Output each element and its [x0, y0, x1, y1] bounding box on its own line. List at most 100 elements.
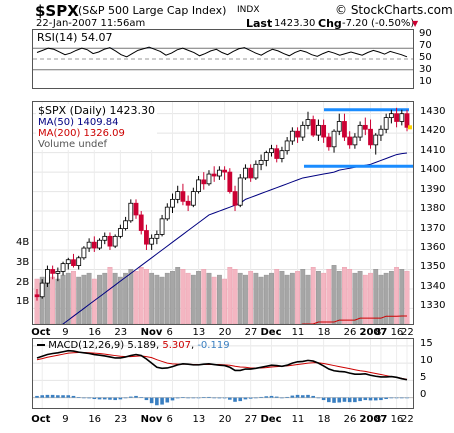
- macd-legend: MACD(12,26,9) 5.189, 5.307, -0.119: [37, 340, 230, 351]
- volume-tick-4b: 4B: [16, 237, 30, 248]
- macd-histogram-bar: [290, 395, 295, 398]
- volume-bar: [295, 270, 300, 324]
- candle-up: [149, 237, 155, 245]
- down-arrow-icon: ▼: [412, 19, 419, 28]
- macd-histogram-bar: [269, 395, 274, 398]
- chart-index-name: (S&P 500 Large Cap Index): [78, 4, 227, 17]
- ma50-legend: MA(50) 1409.84: [38, 117, 119, 128]
- volume-bar: [71, 270, 76, 324]
- macd-xtick-27: 27: [244, 414, 258, 425]
- volume-bar: [269, 272, 274, 324]
- macd-tick-5: 5: [420, 372, 427, 383]
- macd-histogram-bar: [347, 397, 352, 403]
- macd-histogram-bar: [149, 397, 154, 404]
- macd-panel: MACD(12,26,9) 5.189, 5.307, -0.119: [32, 338, 414, 409]
- macd-histogram-bar: [384, 397, 388, 400]
- candle-down: [274, 148, 280, 159]
- macd-histogram-bar: [82, 397, 86, 399]
- volume-bar: [368, 272, 373, 324]
- macd-histogram-bar: [295, 394, 300, 398]
- candle-up: [81, 247, 87, 259]
- macd-xtick-Oct: Oct: [31, 414, 51, 425]
- candle-up: [300, 124, 306, 138]
- macd-histogram-bar: [56, 395, 60, 398]
- volume-bar: [316, 270, 321, 324]
- macd-histogram-bar: [50, 394, 55, 398]
- candle-up: [123, 220, 128, 229]
- macd-histogram-bar: [170, 397, 175, 401]
- volume-bar: [300, 269, 306, 324]
- candle-up: [279, 150, 285, 159]
- volume-bar: [112, 272, 118, 324]
- volume-bar: [97, 274, 102, 324]
- ma200-legend: MA(200) 1326.09: [38, 128, 125, 139]
- candle-up: [216, 169, 222, 177]
- price-xtick-11: 11: [291, 327, 305, 338]
- macd-xtick-Dec: Dec: [260, 414, 282, 425]
- volume-bar: [310, 267, 316, 324]
- volume-bar: [326, 269, 332, 324]
- volume-bar: [232, 269, 238, 324]
- candle-up: [164, 206, 170, 220]
- price-tick-1390: 1390: [420, 183, 446, 195]
- candle-up: [383, 117, 389, 130]
- chg-label: Chg: [318, 17, 342, 30]
- candle-down: [342, 121, 347, 138]
- macd-tick-15: 15: [420, 338, 433, 349]
- macd-histogram-bar: [368, 397, 373, 401]
- candle-up: [128, 202, 134, 222]
- candle-down: [71, 259, 76, 266]
- macd-xtick-8: 8: [374, 414, 382, 425]
- price-tick-1370: 1370: [420, 222, 446, 234]
- macd-xtick-26: 26: [343, 414, 357, 425]
- volume-bar: [248, 270, 254, 324]
- candle-down: [404, 113, 410, 128]
- price-tick-1430: 1430: [420, 105, 446, 117]
- macd-xtick-18: 18: [317, 414, 331, 425]
- candle-up: [39, 282, 45, 298]
- candle-down: [107, 235, 113, 247]
- volume-bar: [352, 272, 358, 324]
- macd-histogram-bar: [342, 397, 347, 402]
- volume-bar: [76, 276, 82, 324]
- macd-histogram-bar: [337, 397, 342, 403]
- candle-up: [336, 121, 342, 132]
- macd-histogram-bar: [321, 397, 326, 401]
- macd-histogram-bar: [87, 397, 91, 399]
- volume-bar: [263, 274, 269, 324]
- price-xtick-27: 27: [244, 327, 258, 338]
- price-xtick-Dec: Dec: [260, 327, 282, 338]
- volume-legend: Volume undef: [38, 139, 108, 150]
- price-xtick-23: 23: [114, 327, 128, 338]
- macd-histogram-bar: [45, 394, 50, 398]
- rsi-line: [36, 46, 408, 58]
- volume-bar: [60, 274, 66, 324]
- rsi-tick-90: 90: [419, 28, 432, 39]
- price-plot: [33, 102, 413, 324]
- price-xtick-13: 13: [192, 327, 206, 338]
- macd-histogram-bar: [243, 397, 248, 400]
- macd-histogram-bar: [306, 394, 310, 398]
- macd-histogram-bar: [228, 397, 232, 400]
- candle-up: [65, 259, 71, 265]
- macd-histogram-bar: [61, 395, 65, 398]
- candle-down: [133, 202, 139, 216]
- macd-histogram-bar: [113, 397, 117, 401]
- candle-down: [326, 136, 332, 148]
- macd-histogram-bar: [363, 397, 368, 401]
- candle-up: [399, 113, 405, 122]
- macd-legend-name: MACD(12,26,9): [48, 340, 125, 351]
- macd-histogram-bar: [332, 397, 336, 403]
- macd-histogram-bar: [92, 397, 97, 400]
- macd-xtick-22: 22: [401, 414, 414, 425]
- candle-up: [352, 136, 358, 146]
- candle-up: [45, 269, 50, 284]
- price-tick-1330: 1330: [420, 300, 446, 312]
- candle-up: [60, 263, 66, 272]
- price-xtick-Oct: Oct: [31, 327, 51, 338]
- volume-bar: [190, 274, 196, 324]
- macd-plot: [33, 339, 413, 408]
- chg-value: -7.20 (-0.50%): [342, 18, 415, 29]
- candle-up: [97, 239, 102, 249]
- volume-bar: [65, 272, 71, 324]
